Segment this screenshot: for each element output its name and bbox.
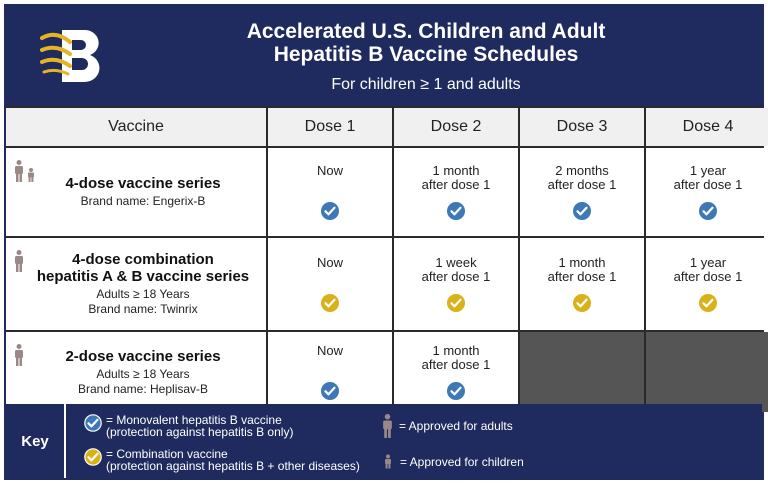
approval-icons <box>14 250 24 272</box>
combination-check-icon <box>699 294 717 312</box>
key-adults: = Approved for adults <box>382 414 513 438</box>
key-combination: = Combination vaccine (protection agains… <box>84 448 360 472</box>
dose-timing-detail: after dose 1 <box>421 357 491 372</box>
schedule-table: Vaccine Dose 1 Dose 2 Dose 3 Dose 4 4-do… <box>6 106 768 412</box>
key-label: Key <box>6 404 66 478</box>
child-person-icon <box>385 454 391 469</box>
dose-timing-detail: after dose 1 <box>421 269 491 284</box>
dose-timing: 1 month <box>432 343 480 358</box>
adults-description: = Approved for adults <box>399 419 513 433</box>
adult-person-icon <box>15 250 23 272</box>
dose-timing-detail: after dose 1 <box>547 177 617 192</box>
vaccine-cell-heplisav: 2-dose vaccine series Adults ≥ 18 Years … <box>6 332 266 412</box>
title-line-1: Accelerated U.S. Children and Adult <box>246 20 606 43</box>
column-header-vaccine: Vaccine <box>6 108 266 146</box>
empty-dose-cell <box>646 332 768 412</box>
combination-check-icon <box>447 294 465 312</box>
adult-person-icon <box>15 344 23 366</box>
dose-timing: 1 month <box>432 163 480 178</box>
adult-person-icon <box>383 414 392 438</box>
monovalent-check-icon <box>84 414 102 432</box>
combination-note: (protection against hepatitis B + other … <box>106 459 360 473</box>
dose-timing: 1 month <box>558 255 606 270</box>
empty-dose-cell <box>520 332 644 412</box>
column-header-dose-2: Dose 2 <box>394 108 518 146</box>
page-subtitle: For children ≥ 1 and adults <box>331 76 521 93</box>
column-header-dose-1: Dose 1 <box>268 108 392 146</box>
dose-cell: Now <box>268 238 392 330</box>
dose-cell: 1 year after dose 1 <box>646 148 768 236</box>
dose-cell: Now <box>268 148 392 236</box>
monovalent-check-icon <box>447 382 465 400</box>
monovalent-check-icon <box>573 202 591 220</box>
dose-timing-detail: after dose 1 <box>673 269 743 284</box>
monovalent-check-icon <box>447 202 465 220</box>
brand-name: Brand name: Twinrix <box>88 302 198 316</box>
dose-cell: 1 month after dose 1 <box>394 148 518 236</box>
approval-icons <box>14 344 24 366</box>
monovalent-note: (protection against hepatitis B only) <box>106 425 294 439</box>
key-monovalent: = Monovalent hepatitis B vaccine (protec… <box>84 414 293 438</box>
adult-person-icon <box>15 160 23 182</box>
dose-timing: Now <box>316 343 343 358</box>
dose-timing: 1 year <box>689 163 727 178</box>
dose-cell: 1 year after dose 1 <box>646 238 768 330</box>
age-requirement: Adults ≥ 18 Years <box>96 287 190 301</box>
vaccine-name-line-1: 4-dose combination <box>72 251 214 268</box>
page-title: Accelerated U.S. Children and Adult Hepa… <box>166 20 686 66</box>
combination-check-icon <box>573 294 591 312</box>
dose-cell: 1 week after dose 1 <box>394 238 518 330</box>
dose-timing-detail: after dose 1 <box>421 177 491 192</box>
vaccine-name-line-2: hepatitis A & B vaccine series <box>36 268 250 285</box>
monovalent-check-icon <box>699 202 717 220</box>
key-children: = Approved for children <box>384 454 524 469</box>
vaccine-cell-engerix: 4-dose vaccine series Brand name: Engeri… <box>6 148 266 236</box>
child-person-icon <box>28 168 34 182</box>
monovalent-description: = Monovalent hepatitis B vaccine <box>106 413 282 427</box>
key-legend: Key = Monovalent hepatitis B vaccine (pr… <box>6 404 762 478</box>
header: Accelerated U.S. Children and Adult Hepa… <box>6 6 762 106</box>
children-description: = Approved for children <box>400 454 524 469</box>
dose-timing: 2 months <box>555 163 609 178</box>
dose-timing: Now <box>316 163 343 178</box>
dose-cell: Now <box>268 332 392 412</box>
dose-cell: 1 month after dose 1 <box>520 238 644 330</box>
brand-name: Brand name: Heplisav-B <box>77 381 209 396</box>
monovalent-check-icon <box>321 382 339 400</box>
combination-check-icon <box>321 294 339 312</box>
combination-description: = Combination vaccine <box>106 447 228 461</box>
vaccine-name: 4-dose vaccine series <box>65 175 221 192</box>
age-requirement: Adults ≥ 18 Years <box>96 366 190 381</box>
schedule-card: Accelerated U.S. Children and Adult Hepa… <box>4 4 768 480</box>
combination-check-icon <box>84 448 102 466</box>
vaccine-cell-twinrix: 4-dose combination hepatitis A & B vacci… <box>6 238 266 330</box>
hepatitis-b-logo-icon <box>40 29 100 83</box>
dose-timing: 1 year <box>689 255 727 270</box>
vaccine-name: 2-dose vaccine series <box>65 347 221 365</box>
brand-name: Brand name: Engerix-B <box>80 194 206 208</box>
dose-cell: 2 months after dose 1 <box>520 148 644 236</box>
dose-timing: Now <box>316 255 343 270</box>
title-line-2: Hepatitis B Vaccine Schedules <box>273 43 579 66</box>
dose-cell: 1 month after dose 1 <box>394 332 518 412</box>
column-header-dose-3: Dose 3 <box>520 108 644 146</box>
dose-timing: 1 week <box>435 255 477 270</box>
dose-timing-detail: after dose 1 <box>673 177 743 192</box>
dose-timing-detail: after dose 1 <box>547 269 617 284</box>
column-header-dose-4: Dose 4 <box>646 108 768 146</box>
monovalent-check-icon <box>321 202 339 220</box>
approval-icons <box>14 160 35 182</box>
